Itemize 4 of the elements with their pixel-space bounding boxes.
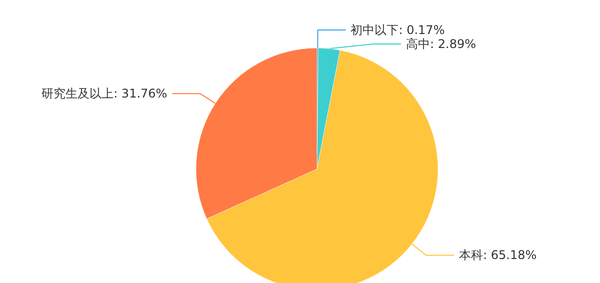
- slice-label: 高中: 2.89%: [406, 37, 476, 51]
- slice-label: 初中以下: 0.17%: [350, 23, 445, 37]
- slice-label: 本科: 65.18%: [459, 248, 537, 262]
- slice-label: 研究生及以上: 31.76%: [42, 86, 168, 101]
